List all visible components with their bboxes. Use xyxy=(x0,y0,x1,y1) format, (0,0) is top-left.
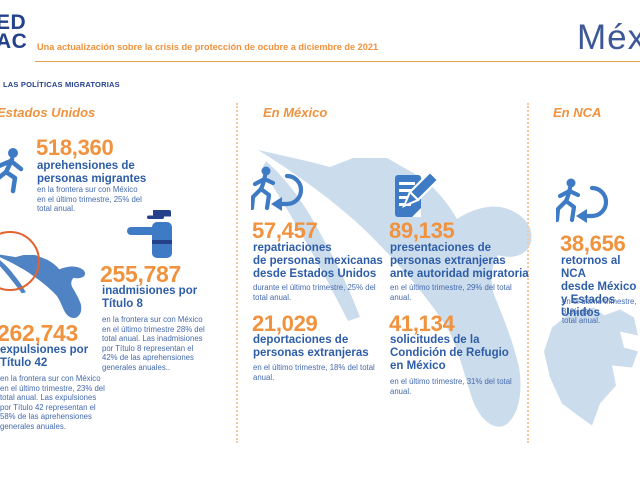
stat-value: 255,787 xyxy=(100,261,182,287)
nca-map-background xyxy=(544,307,638,426)
stat-label: deportaciones de personas extranjeras xyxy=(253,334,369,359)
walking-migrant-icon xyxy=(0,148,24,194)
stat-detail: durante el último trimestre, 25% del tot… xyxy=(253,283,376,302)
stat-value: 89,135 xyxy=(389,218,455,243)
stat-label: presentaciones de personas extranjeras a… xyxy=(390,242,529,280)
report-subtitle: Una actualización sobre la crisis de pro… xyxy=(37,42,379,52)
stat-label: solicitudes de la Condición de Refugio e… xyxy=(390,334,509,372)
stat-detail: en la frontera sur con México en el últi… xyxy=(102,315,205,372)
column-header-en-nca: En NCA xyxy=(553,105,602,120)
stat-label: aprehensiones de personas migrantes xyxy=(37,160,147,185)
returning-person-icon xyxy=(251,166,304,211)
stat-detail: en el último trimestre, 31% del total an… xyxy=(390,377,512,396)
stat-label: repatriaciones de personas mexicanas des… xyxy=(253,242,383,280)
stat-label: retornos al NCA desde México y Estados U… xyxy=(561,255,637,319)
stat-value: 518,360 xyxy=(36,135,114,160)
document-pen-icon xyxy=(395,171,439,217)
redlac-logo: ED AC xyxy=(0,11,28,53)
stat-value: 41,134 xyxy=(389,311,455,336)
section-label: LAS POLÍTICAS MIGRATORIAS xyxy=(3,80,120,89)
stat-detail: en el último trimestre, 18% del total an… xyxy=(253,363,375,382)
logo-line-2: AC xyxy=(0,30,28,53)
stat-detail: en el último trimestre, 31% del total an… xyxy=(562,297,637,326)
country-title: México xyxy=(577,18,640,57)
column-divider-left xyxy=(236,103,238,443)
header-rule xyxy=(35,61,640,62)
stat-value: 38,656 xyxy=(560,231,626,256)
border-officer-icon xyxy=(127,210,172,258)
stat-detail: en la frontera sur con México en el últi… xyxy=(0,374,105,431)
stat-value: 57,457 xyxy=(252,218,318,243)
stat-value: 262,743 xyxy=(0,320,79,346)
returning-person-icon xyxy=(556,178,609,223)
stat-detail: en el último trimestre, 29% del total an… xyxy=(390,283,512,302)
stat-label: inadmisiones por Título 8 xyxy=(102,285,198,310)
stat-value: 21,029 xyxy=(252,311,318,336)
mexico-map-background xyxy=(258,150,532,427)
logo-line-1: ED xyxy=(0,11,27,34)
column-header-en-mexico: En México xyxy=(263,105,328,120)
column-divider-right xyxy=(527,103,529,443)
stat-label: expulsiones por Título 42 xyxy=(0,344,89,369)
column-header-estados-unidos: Estados Unidos xyxy=(0,105,96,120)
stat-detail: en la frontera sur con México en el últi… xyxy=(37,185,142,214)
